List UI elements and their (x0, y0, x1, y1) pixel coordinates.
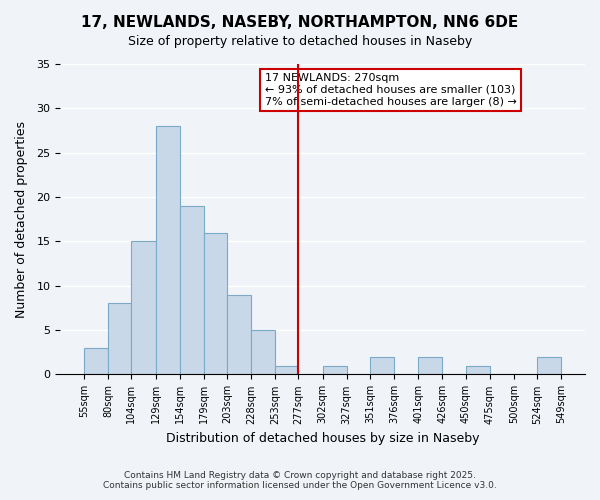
Bar (84, 348, 108, 374)
Bar (323, 366, 347, 374)
Bar (370, 356, 394, 374)
Bar (251, 330, 275, 374)
Text: Contains HM Land Registry data © Crown copyright and database right 2025.
Contai: Contains HM Land Registry data © Crown c… (103, 470, 497, 490)
X-axis label: Distribution of detached houses by size in Naseby: Distribution of detached houses by size … (166, 432, 479, 445)
Bar (204, 232, 227, 374)
Text: 17 NEWLANDS: 270sqm
← 93% of detached houses are smaller (103)
7% of semi-detach: 17 NEWLANDS: 270sqm ← 93% of detached ho… (265, 74, 517, 106)
Bar (537, 356, 561, 374)
Bar (131, 242, 155, 374)
Bar (466, 366, 490, 374)
Y-axis label: Number of detached properties: Number of detached properties (15, 120, 28, 318)
Bar (179, 206, 204, 374)
Bar (227, 294, 251, 374)
Bar (418, 356, 442, 374)
Bar (108, 304, 131, 374)
Text: 17, NEWLANDS, NASEBY, NORTHAMPTON, NN6 6DE: 17, NEWLANDS, NASEBY, NORTHAMPTON, NN6 6… (82, 15, 518, 30)
Text: Size of property relative to detached houses in Naseby: Size of property relative to detached ho… (128, 35, 472, 48)
Bar (155, 126, 179, 374)
Bar (275, 366, 298, 374)
